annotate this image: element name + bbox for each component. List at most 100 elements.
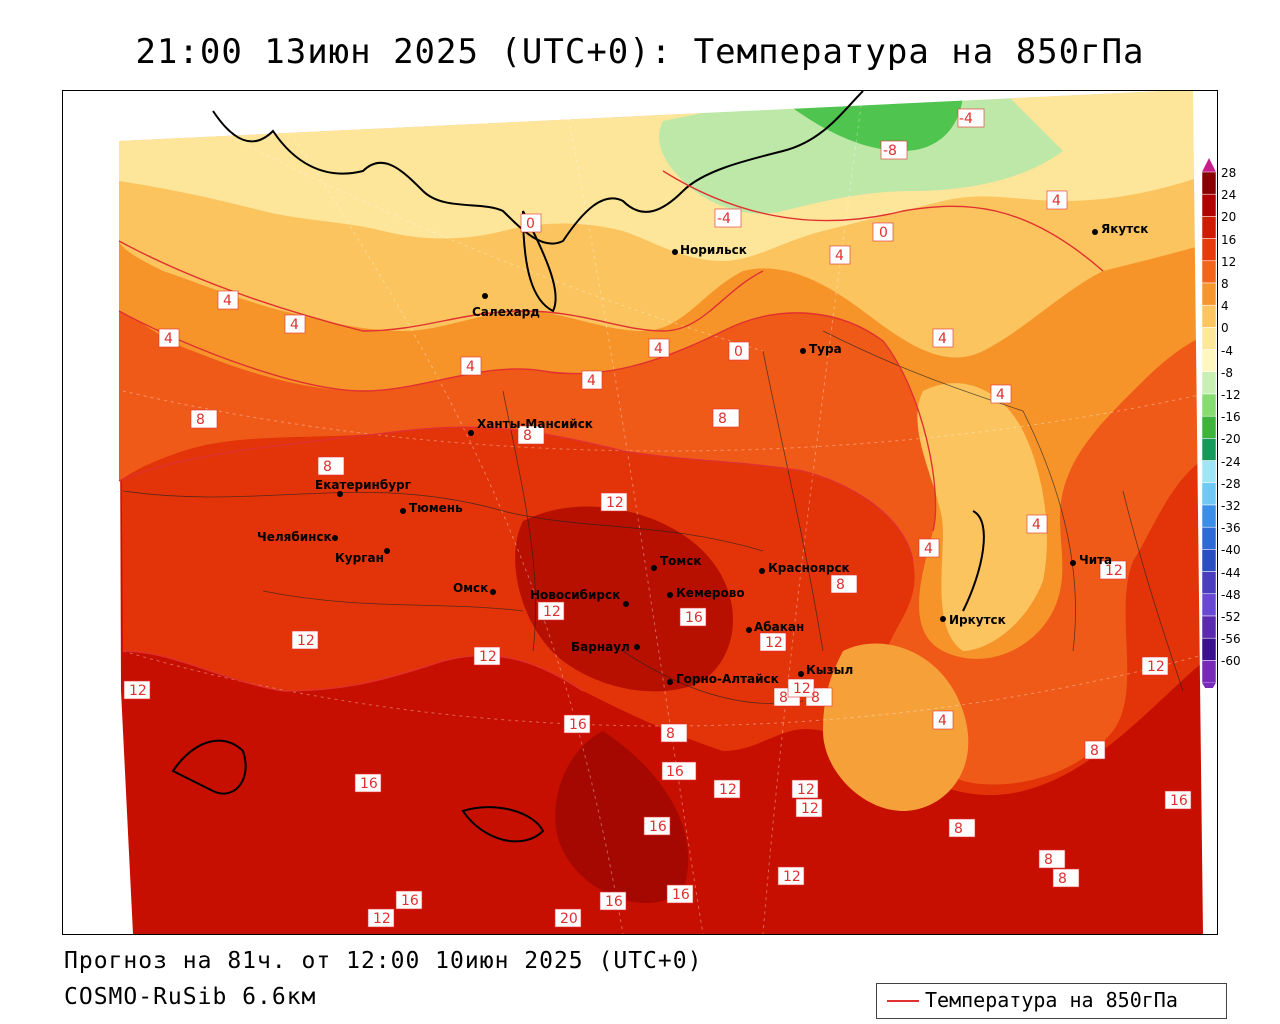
city-markers: Норильск Салехард Тура Якутск Ханты-Манс… bbox=[257, 222, 1148, 686]
isotherm-label: 8 bbox=[718, 411, 727, 427]
model-name: COSMO-RuSib 6.6км bbox=[64, 984, 317, 1010]
colorbar-swatch bbox=[1201, 193, 1217, 217]
isotherm-label: -8 bbox=[883, 143, 897, 159]
svg-text:Горно-Алтайск: Горно-Алтайск bbox=[676, 672, 779, 686]
isotherm-label: 12 bbox=[1147, 659, 1165, 675]
colorbar-bottom-arrow bbox=[1202, 682, 1216, 695]
city-krasnoyarsk: Красноярск bbox=[759, 561, 850, 575]
colorbar-tick-label: -48 bbox=[1221, 587, 1241, 602]
isotherm-label: 4 bbox=[654, 341, 663, 357]
city-tura: Тура bbox=[800, 342, 842, 356]
colorbar-swatch bbox=[1201, 238, 1217, 262]
city-abakan: Абакан bbox=[746, 620, 804, 634]
colorbar-tick-label: 28 bbox=[1221, 166, 1237, 180]
isotherm-label: 8 bbox=[666, 726, 675, 742]
isotherm-label: 4 bbox=[290, 317, 299, 333]
isotherm-label-group bbox=[123, 108, 1192, 928]
svg-text:Норильск: Норильск bbox=[680, 243, 747, 257]
colorbar-swatch bbox=[1201, 526, 1217, 550]
svg-text:Тюмень: Тюмень bbox=[409, 501, 463, 515]
isotherm-label: 4 bbox=[1052, 193, 1061, 209]
svg-text:Курган: Курган bbox=[335, 551, 384, 565]
isotherm-label: 4 bbox=[164, 331, 173, 347]
svg-text:Новосибирск: Новосибирск bbox=[530, 588, 620, 602]
city-tomsk: Томск bbox=[651, 554, 702, 571]
isotherm-label: 8 bbox=[811, 690, 820, 706]
svg-text:Кызыл: Кызыл bbox=[806, 663, 853, 677]
colorbar-top-arrow bbox=[1202, 158, 1216, 172]
colorbar-swatch bbox=[1201, 460, 1217, 484]
city-kurgan: Курган bbox=[335, 548, 390, 565]
colorbar bbox=[1198, 158, 1278, 695]
svg-text:Красноярск: Красноярск bbox=[768, 561, 850, 575]
colorbar-tick-label: 16 bbox=[1221, 232, 1237, 247]
colorbar-tick-label: 12 bbox=[1221, 254, 1237, 269]
svg-text:Чита: Чита bbox=[1079, 553, 1112, 567]
isotherm-label: 8 bbox=[779, 690, 788, 706]
city-norilsk: Норильск bbox=[672, 243, 747, 257]
svg-text:Абакан: Абакан bbox=[754, 620, 804, 634]
map-title: 21:00 13июн 2025 (UTC+0): Температура на… bbox=[135, 32, 1145, 72]
colorbar-tick-label: -16 bbox=[1221, 410, 1241, 425]
colorbar-swatch bbox=[1201, 438, 1217, 461]
svg-text:Ханты-Мансийск: Ханты-Мансийск bbox=[477, 417, 593, 431]
isotherm-label: 0 bbox=[734, 344, 743, 360]
colorbar-tick-label: -24 bbox=[1221, 454, 1241, 469]
colorbar-swatch bbox=[1201, 660, 1217, 683]
colorbar-swatch bbox=[1201, 371, 1217, 395]
isotherm-label: 16 bbox=[401, 893, 419, 909]
colorbar-swatch bbox=[1201, 393, 1217, 417]
isotherm-label: 8 bbox=[1058, 871, 1067, 887]
colorbar-tick-label: 20 bbox=[1221, 210, 1237, 225]
colorbar-tick-label: -4 bbox=[1221, 343, 1233, 358]
colorbar-tick-label: -44 bbox=[1221, 565, 1241, 580]
isotherm-label: 12 bbox=[129, 683, 147, 699]
isotherm-label: 16 bbox=[360, 776, 378, 792]
region-24 bbox=[555, 731, 689, 904]
colorbar-swatch bbox=[1201, 349, 1217, 373]
isotherm-label: 16 bbox=[569, 717, 587, 733]
city-kyzyl: Кызыл bbox=[798, 663, 853, 677]
isotherm-label: 12 bbox=[1105, 563, 1123, 579]
colorbar-blocks bbox=[1201, 158, 1217, 695]
isotherm-label: 8 bbox=[196, 412, 205, 428]
city-khanty-mansiysk: Ханты-Мансийск bbox=[468, 417, 593, 436]
isotherm-label: 8 bbox=[523, 428, 532, 444]
isotherm-label: 4 bbox=[938, 713, 947, 729]
isotherm-label: 20 bbox=[560, 911, 578, 927]
isotherm-label: 4 bbox=[223, 293, 232, 309]
colorbar-tick-label: -20 bbox=[1221, 432, 1241, 447]
isotherm-label: 4 bbox=[587, 373, 596, 389]
colorbar-tick-label: 24 bbox=[1221, 188, 1237, 203]
isotherm-label: 12 bbox=[543, 604, 561, 620]
colorbar-tick-label: 0 bbox=[1221, 321, 1229, 336]
isotherm-label: 16 bbox=[1170, 793, 1188, 809]
colorbar-swatch bbox=[1201, 549, 1217, 572]
isotherm-label: 8 bbox=[954, 821, 963, 837]
isotherm-label: 4 bbox=[924, 541, 933, 557]
temperature-map: -8 -4 -4 0 0 0 4 4 4 4 4 4 4 4 4 4 4 4 4… bbox=[62, 90, 1218, 935]
city-irkutsk: Иркутск bbox=[940, 613, 1006, 627]
colorbar-tick-label: -56 bbox=[1221, 632, 1241, 647]
isotherm-label: -4 bbox=[717, 211, 731, 227]
isotherm-label: 8 bbox=[836, 577, 845, 593]
colorbar-swatch bbox=[1201, 482, 1217, 506]
isotherm-label: 4 bbox=[938, 331, 947, 347]
isotherm-label: 16 bbox=[672, 887, 690, 903]
city-novosibirsk: Новосибирск bbox=[530, 588, 629, 607]
region-baikal-4 bbox=[917, 383, 1047, 651]
isotherm-label: 4 bbox=[835, 248, 844, 264]
colorbar-swatch bbox=[1201, 415, 1217, 439]
city-chelyabinsk: Челябинск bbox=[257, 530, 338, 544]
isotherm-label: 12 bbox=[606, 495, 624, 511]
isotherm-label: 12 bbox=[297, 633, 315, 649]
city-chita: Чита bbox=[1070, 553, 1112, 567]
coastline bbox=[171, 91, 985, 843]
isotherm-label: 16 bbox=[685, 610, 703, 626]
isotherm-label: 12 bbox=[797, 782, 815, 798]
colorbar-swatch bbox=[1201, 216, 1217, 239]
isotherm-label: 12 bbox=[793, 681, 811, 697]
colorbar-tick-label: -60 bbox=[1221, 654, 1241, 669]
forecast-info: Прогноз на 81ч. от 12:00 10июн 2025 (UTC… bbox=[64, 948, 703, 974]
city-kemerovo: Кемерово bbox=[667, 586, 745, 600]
